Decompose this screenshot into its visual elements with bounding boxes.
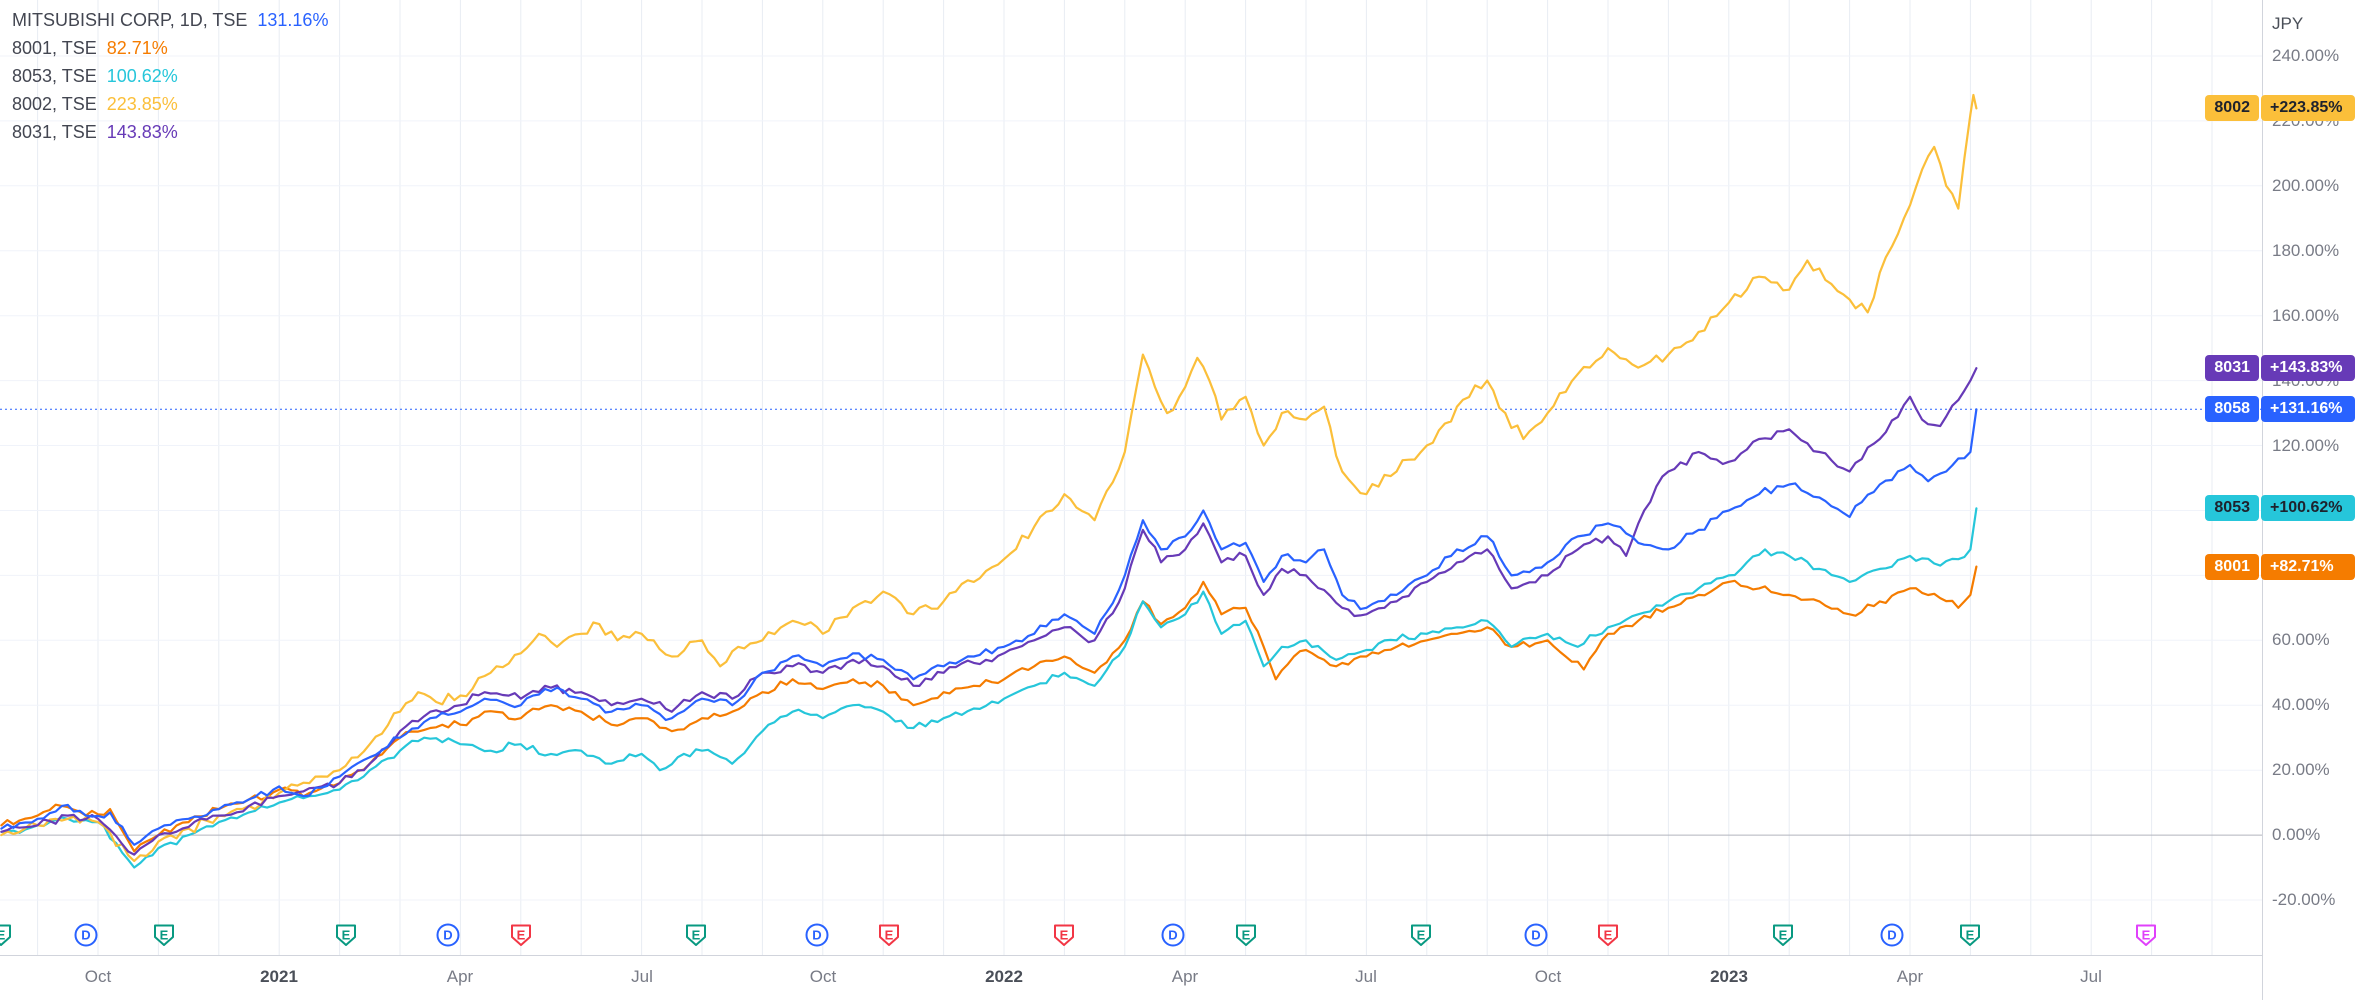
legend-change-value: 223.85% [106,93,178,114]
svg-text:E: E [517,928,526,943]
time-tick-label: Apr [1896,967,1924,986]
time-tick-label: Oct [809,967,837,986]
legend-row[interactable]: 8002, TSE 223.85% [12,90,328,118]
price-tick-label: 20.00% [2272,760,2330,779]
legend-symbol-title: 8031, TSE [12,121,97,142]
earnings-marker-icon[interactable]: E [0,922,14,948]
time-tick-label: 2022 [985,967,1023,986]
price-tick-label: 140.00% [2272,371,2340,390]
price-tick-label: -20.00% [2272,890,2336,909]
legend-symbol-title: 8002, TSE [12,93,97,114]
currency-label: JPY [2272,14,2304,33]
price-tick-label: 200.00% [2272,176,2340,195]
legend-row[interactable]: 8053, TSE 100.62% [12,62,328,90]
series-line-8058[interactable] [0,408,1978,846]
legend-symbol-title: 8053, TSE [12,65,97,86]
earnings-marker-icon[interactable]: E [1408,922,1434,948]
symbol-legend: MITSUBISHI CORP, 1D, TSE 131.16% 8001, TSE… [12,6,328,146]
earnings-marker-icon[interactable]: E [151,922,177,948]
svg-text:D: D [1531,928,1540,943]
earnings-marker-icon[interactable]: E [333,922,359,948]
earnings-marker-icon[interactable]: E [508,922,534,948]
earnings-marker-icon[interactable]: E [1233,922,1259,948]
dividend-marker-icon[interactable]: D [435,922,461,948]
dividend-marker-icon[interactable]: D [1523,922,1549,948]
price-tick-label: 240.00% [2272,46,2340,65]
price-axis[interactable]: JPY 240.00% 220.00% 200.00% 180.00% 160.00% 14… [2262,0,2358,1000]
earnings-marker-icon[interactable]: E [1770,922,1796,948]
svg-text:D: D [812,928,821,943]
price-tick-label: 160.00% [2272,306,2340,325]
svg-text:D: D [443,928,452,943]
svg-text:E: E [1417,928,1426,943]
svg-text:D: D [1887,928,1896,943]
time-axis[interactable]: Oct 2021 Apr Jul Oct 2022 Apr Jul Oct 2023 Apr Jul [0,955,2262,1000]
dividend-marker-icon[interactable]: D [1879,922,1905,948]
legend-row[interactable]: 8001, TSE 82.71% [12,34,328,62]
earnings-marker-icon[interactable]: E [1595,922,1621,948]
time-tick-label: 2021 [260,967,298,986]
dividend-marker-icon[interactable]: D [804,922,830,948]
price-tick-label: 120.00% [2272,436,2340,455]
legend-symbol-title: 8001, TSE [12,37,97,58]
svg-text:E: E [1060,928,1069,943]
legend-change-value: 82.71% [106,37,168,58]
svg-text:E: E [2142,928,2151,943]
price-tick-label: 0.00% [2272,825,2321,844]
svg-text:E: E [342,928,351,943]
price-tick-label: 180.00% [2272,241,2340,260]
legend-change-value: 143.83% [106,121,178,142]
svg-text:E: E [692,928,701,943]
svg-text:E: E [1604,928,1613,943]
legend-change-value: 100.62% [106,65,178,86]
svg-text:D: D [1168,928,1177,943]
price-tick-label: 40.00% [2272,695,2330,714]
series-line-8002[interactable] [0,93,1978,863]
dividend-marker-icon[interactable]: D [1160,922,1186,948]
earnings-marker-icon[interactable]: E [1957,922,1983,948]
earnings-marker-icon[interactable]: E [876,922,902,948]
time-tick-label: Apr [1171,967,1199,986]
svg-text:E: E [1966,928,1975,943]
price-tick-label: 80.00% [2272,565,2330,584]
series-line-8031[interactable] [0,367,1978,856]
series-line-8053[interactable] [0,507,1978,869]
price-tick-label: 220.00% [2272,111,2340,130]
price-tick-label: 100.00% [2272,500,2340,519]
svg-text:E: E [885,928,894,943]
time-tick-label: Apr [446,967,474,986]
svg-text:D: D [81,928,90,943]
price-chart-plot[interactable] [0,0,2262,955]
time-tick-label: Oct [84,967,112,986]
svg-text:E: E [1242,928,1251,943]
svg-text:E: E [160,928,169,943]
legend-symbol-title: MITSUBISHI CORP, 1D, TSE [12,9,248,30]
earnings-marker-icon[interactable]: E [1051,922,1077,948]
time-tick-label: Jul [1355,967,1377,986]
earnings-marker-icon[interactable]: E [2133,922,2159,948]
time-tick-label: Oct [1534,967,1562,986]
legend-row[interactable]: MITSUBISHI CORP, 1D, TSE 131.16% [12,6,328,34]
earnings-marker-icon[interactable]: E [683,922,709,948]
time-tick-label: Jul [2080,967,2102,986]
svg-text:E: E [1779,928,1788,943]
time-tick-label: 2023 [1710,967,1748,986]
legend-change-value: 131.16% [257,9,329,30]
dividend-marker-icon[interactable]: D [73,922,99,948]
svg-text:E: E [0,928,6,943]
time-tick-label: Jul [631,967,653,986]
legend-row[interactable]: 8031, TSE 143.83% [12,118,328,146]
price-tick-label: 60.00% [2272,630,2330,649]
